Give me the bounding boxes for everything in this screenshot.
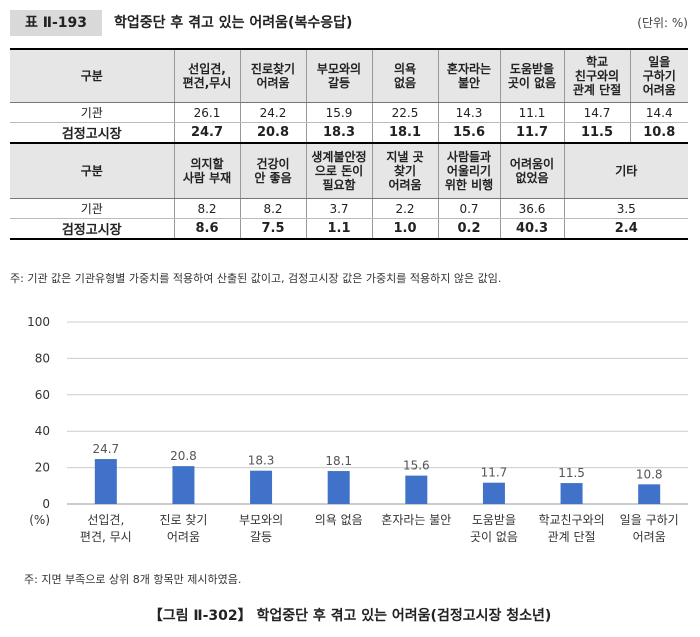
header-cell: 부모와의 갈등 <box>305 48 373 103</box>
y-tick-label: 80 <box>35 351 50 365</box>
table-row: 검정고시장 24.7 20.8 18.3 18.1 15.6 11.7 11.5 10.8 <box>10 122 688 144</box>
header-cell: 도움받을 곳이 없음 <box>499 48 565 103</box>
table-header-row: 구분 의지할 사람 부재 건강이 안 좋음 생계불안정 으로 돈이 필요함 지낼 곳 찾… <box>10 142 688 199</box>
value-cell: 2.4 <box>563 218 688 240</box>
header-cell: 건강이 안 좋음 <box>239 142 307 199</box>
data-label: 18.3 <box>248 454 275 468</box>
value-cell: 3.5 <box>563 198 688 219</box>
value-cell: 10.8 <box>629 122 688 144</box>
data-label: 11.5 <box>558 466 585 480</box>
y-unit-label: (%) <box>29 513 50 527</box>
value-cell: 14.7 <box>563 102 631 123</box>
y-tick-label: 60 <box>35 388 50 402</box>
y-tick-label: 0 <box>42 497 50 511</box>
row-label: 기관 <box>10 102 175 123</box>
x-tick-label: 혼자라는 불안 <box>381 513 451 527</box>
bar <box>560 483 583 504</box>
table-number: 표 Ⅱ-193 <box>10 10 102 36</box>
value-cell: 18.1 <box>371 122 439 144</box>
value-cell: 14.3 <box>437 102 501 123</box>
y-tick-label: 40 <box>35 424 50 438</box>
row-label: 기관 <box>10 198 175 219</box>
header-cell: 선입견, 편견,무시 <box>173 48 241 103</box>
row-label: 검정고시장 <box>10 122 175 144</box>
header-cell: 의지할 사람 부재 <box>173 142 241 199</box>
table-header-row: 구분 선입견, 편견,무시 진로찾기 어려움 부모와의 갈등 의욕 없음 혼자라는 불안 도… <box>10 48 688 103</box>
value-cell: 20.8 <box>239 122 307 144</box>
data-label: 24.7 <box>92 442 119 456</box>
x-tick-label: 선입견, 편견, 무시 <box>80 513 132 544</box>
value-cell: 2.2 <box>371 198 439 219</box>
bar <box>405 475 428 504</box>
value-cell: 40.3 <box>499 218 565 240</box>
header-cell: 진로찾기 어려움 <box>239 48 307 103</box>
header-cell: 사람들과 어울리기 위한 비행 <box>437 142 501 199</box>
header-cell: 혼자라는 불안 <box>437 48 501 103</box>
data-label: 15.6 <box>403 459 430 473</box>
chart-note: 주: 지면 부족으로 상위 8개 항목만 제시하였음. <box>24 573 242 586</box>
bar <box>94 459 117 504</box>
value-cell: 0.2 <box>437 218 501 240</box>
x-tick-label: 진로 찾기 어려움 <box>159 513 207 544</box>
value-cell: 3.7 <box>305 198 373 219</box>
data-label: 10.8 <box>636 467 663 481</box>
data-label: 18.1 <box>325 454 352 468</box>
value-cell: 1.1 <box>305 218 373 240</box>
y-tick-label: 20 <box>35 461 50 475</box>
x-tick-label: 의욕 없음 <box>315 513 363 527</box>
value-cell: 26.1 <box>173 102 241 123</box>
header-cell: 기타 <box>563 142 688 199</box>
row-label: 검정고시장 <box>10 218 175 240</box>
header-cell: 어려움이 없었음 <box>499 142 565 199</box>
value-cell: 11.5 <box>563 122 631 144</box>
x-tick-label: 도움받을 곳이 없음 <box>470 513 518 544</box>
data-table: 구분 선입견, 편견,무시 진로찾기 어려움 부모와의 갈등 의욕 없음 혼자라는 불안 도… <box>10 48 688 240</box>
table-row: 기관 26.1 24.2 15.9 22.5 14.3 11.1 14.7 14.4 <box>10 102 688 123</box>
value-cell: 15.9 <box>305 102 373 123</box>
bar <box>327 471 350 504</box>
header-cell-category: 구분 <box>10 48 175 103</box>
bar <box>482 482 505 504</box>
data-label: 11.7 <box>481 466 508 480</box>
value-cell: 18.3 <box>305 122 373 144</box>
table-row: 검정고시장 8.6 7.5 1.1 1.0 0.2 40.3 2.4 <box>10 218 688 240</box>
value-cell: 8.2 <box>239 198 307 219</box>
table-title-bar: 표 Ⅱ-193 학업중단 후 겪고 있는 어려움(복수응답) (단위: %) <box>10 10 688 36</box>
header-cell: 지낼 곳 찾기 어려움 <box>371 142 439 199</box>
bar <box>638 484 661 504</box>
value-cell: 0.7 <box>437 198 501 219</box>
header-cell-category: 구분 <box>10 142 175 199</box>
x-tick-label: 부모와의 갈등 <box>239 513 283 544</box>
bar <box>250 470 273 504</box>
value-cell: 8.6 <box>173 218 241 240</box>
x-tick-label: 학교친구와의 관계 단절 <box>538 513 604 544</box>
value-cell: 8.2 <box>173 198 241 219</box>
header-cell: 생계불안정 으로 돈이 필요함 <box>305 142 373 199</box>
value-cell: 7.5 <box>239 218 307 240</box>
header-cell: 학교 친구와의 관계 단절 <box>563 48 631 103</box>
figure-caption: 【그림 Ⅱ-302】 학업중단 후 겪고 있는 어려움(검정고시장 청소년) <box>148 608 552 624</box>
value-cell: 36.6 <box>499 198 565 219</box>
value-cell: 11.1 <box>499 102 565 123</box>
value-cell: 24.7 <box>173 122 241 144</box>
header-cell: 일을 구하기 어려움 <box>629 48 688 103</box>
table-row: 기관 8.2 8.2 3.7 2.2 0.7 36.6 3.5 <box>10 198 688 219</box>
value-cell: 1.0 <box>371 218 439 240</box>
value-cell: 22.5 <box>371 102 439 123</box>
value-cell: 14.4 <box>629 102 688 123</box>
y-tick-label: 100 <box>27 315 50 329</box>
value-cell: 11.7 <box>499 122 565 144</box>
data-label: 20.8 <box>170 449 197 463</box>
table-title: 학업중단 후 겪고 있는 어려움(복수응답) <box>114 15 353 31</box>
value-cell: 24.2 <box>239 102 307 123</box>
bar <box>172 466 195 504</box>
value-cell: 15.6 <box>437 122 501 144</box>
header-cell: 의욕 없음 <box>371 48 439 103</box>
x-tick-label: 일을 구하기 어려움 <box>620 513 679 544</box>
unit-label: (단위: %) <box>637 16 688 30</box>
bar-chart: 0 20 40 60 80 100 (%) 24.7 선입견, 편견, 무시 20.8 진로 찾기 어려… <box>27 315 688 544</box>
table-note: 주: 기관 값은 기관유형별 가중치를 적용하여 산출된 값이고, 검정고시장 … <box>10 272 502 285</box>
